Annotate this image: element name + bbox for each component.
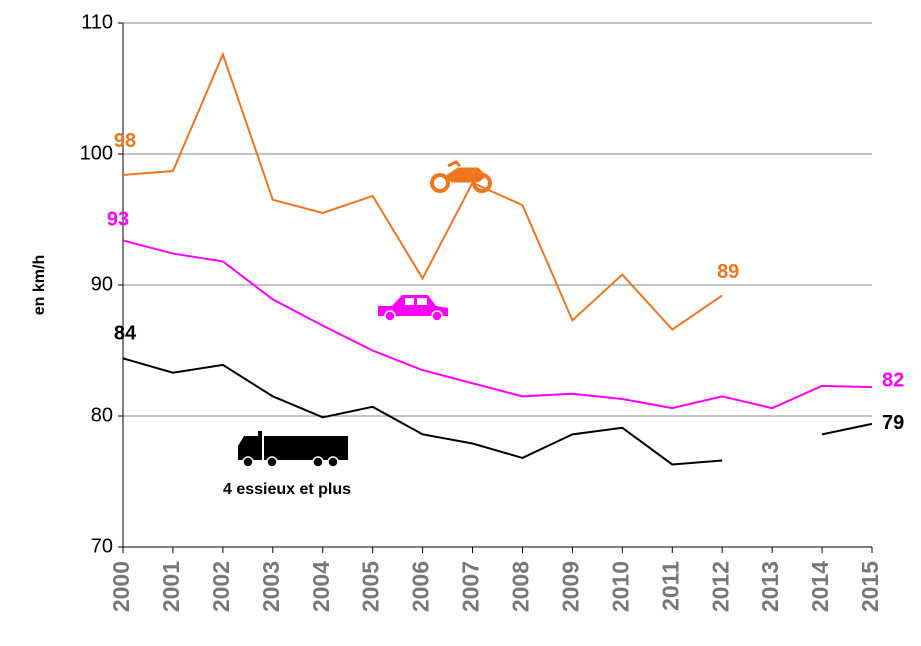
series-line [122,51,723,331]
car-icon [378,295,448,322]
x-tick-label: 2013 [757,561,783,612]
x-tick-label: 2004 [308,561,334,612]
x-tick-label: 2014 [807,561,833,612]
data-label: 84 [114,323,137,345]
y-tick-label: 70 [91,535,113,557]
data-label: 93 [107,209,129,231]
x-tick-label: 2015 [857,561,883,612]
data-label: 82 [882,369,904,391]
y-tick-label: 100 [80,142,113,164]
x-tick-label: 2006 [408,561,434,612]
x-tick-label: 2011 [657,561,683,611]
series-line [122,357,723,466]
x-tick-label: 2007 [458,561,484,612]
data-label: 89 [717,261,739,283]
data-label: 98 [114,130,136,152]
series-line [821,422,873,436]
x-tick-label: 2009 [557,561,583,612]
data-label: 79 [882,412,904,434]
x-tick-label: 2003 [258,561,284,612]
y-tick-label: 90 [91,273,113,295]
x-tick-label: 2008 [508,561,534,612]
x-tick-label: 2002 [208,561,234,612]
x-tick-label: 2000 [108,561,134,612]
y-tick-label: 110 [81,11,113,33]
x-tick-label: 2005 [358,561,384,612]
x-tick-label: 2001 [158,561,184,612]
x-tick-label: 2010 [607,561,633,612]
truck-icon [238,431,348,468]
annotation: 4 essieux et plus [223,481,351,498]
x-tick-label: 2012 [707,561,733,612]
y-axis-title: en km/h [31,255,48,315]
motorcycle-icon [430,160,492,193]
y-tick-label: 80 [91,404,113,426]
series-line [122,239,873,410]
